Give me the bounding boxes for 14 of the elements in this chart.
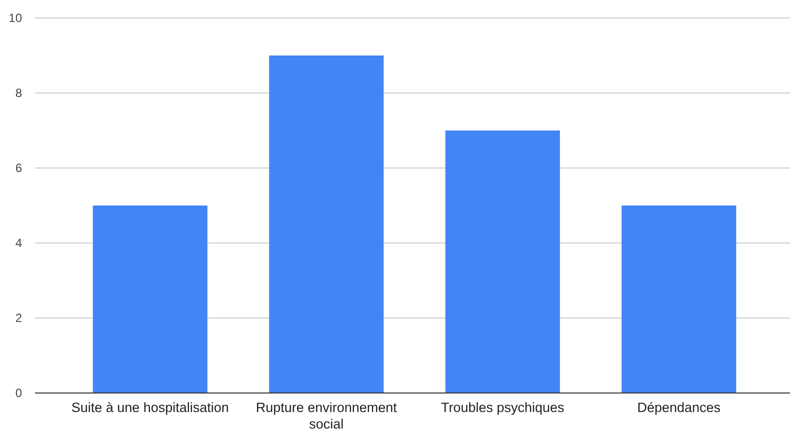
y-tick-label: 2 [15,310,22,325]
bar [445,130,560,393]
x-tick-label: Rupture environnement social [256,400,398,432]
bar [269,56,384,393]
x-tick-label: Dépendances [637,400,721,416]
y-tick-label: 4 [15,236,22,250]
y-tick-label: 6 [15,160,22,175]
y-tick-label: 8 [15,86,22,100]
bar [622,206,736,393]
x-tick-label: Troubles psychiques [440,400,565,416]
bar [92,206,208,393]
x-tick-label: Suite à une hospitalisation [71,400,229,416]
y-tick-label: 0 [15,386,22,400]
y-tick-label: 10 [8,10,22,25]
